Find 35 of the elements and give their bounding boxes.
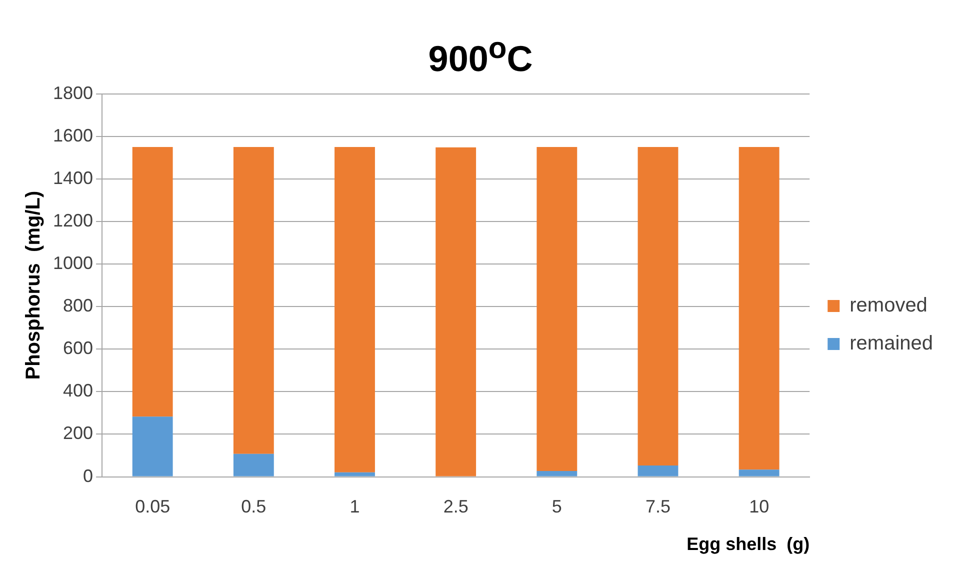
legend-label: remained [850, 332, 934, 355]
y-tick-label: 600 [62, 338, 94, 358]
bar [738, 470, 780, 476]
x-axis-title: Egg shells (g) [686, 534, 810, 554]
y-tick-label: 400 [62, 380, 94, 401]
y-tick-label: 1200 [52, 210, 94, 230]
bar [638, 466, 678, 476]
bar [536, 146, 578, 472]
y-tick-label: 1000 [52, 252, 94, 273]
y-tick-label: 800 [62, 296, 94, 316]
bar [334, 146, 375, 472]
x-tick-label: 7.5 [645, 496, 671, 517]
y-tick-label: 1800 [52, 82, 94, 103]
x-tick-label: 1 [350, 496, 360, 517]
bar [132, 416, 173, 476]
y-tick-label: 200 [62, 423, 94, 444]
y-tick-label: 0 [83, 466, 94, 486]
bar [536, 471, 578, 476]
bar [334, 472, 375, 476]
y-tick-label: 1600 [52, 125, 94, 146]
bar [638, 146, 678, 466]
legend-label: removed [850, 294, 928, 317]
x-tick-label: 2.5 [443, 496, 468, 517]
bar [738, 146, 780, 470]
chart-title: 900$^{o}$C [427, 31, 534, 80]
bar [233, 454, 274, 476]
bar [436, 147, 476, 476]
y-tick-label: 1400 [52, 168, 94, 188]
x-tick-label: 0.05 [135, 496, 170, 517]
bar [132, 146, 173, 417]
bar [233, 146, 274, 454]
y-axis-title: Phosphorus (mg/L) [22, 190, 45, 380]
x-tick-label: 5 [552, 496, 562, 517]
x-tick-label: 10 [749, 496, 770, 517]
x-tick-label: 0.5 [241, 496, 266, 517]
